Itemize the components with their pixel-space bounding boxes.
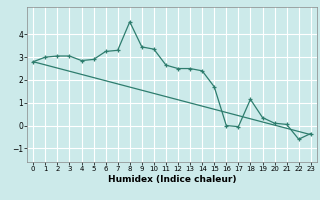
X-axis label: Humidex (Indice chaleur): Humidex (Indice chaleur) [108,175,236,184]
